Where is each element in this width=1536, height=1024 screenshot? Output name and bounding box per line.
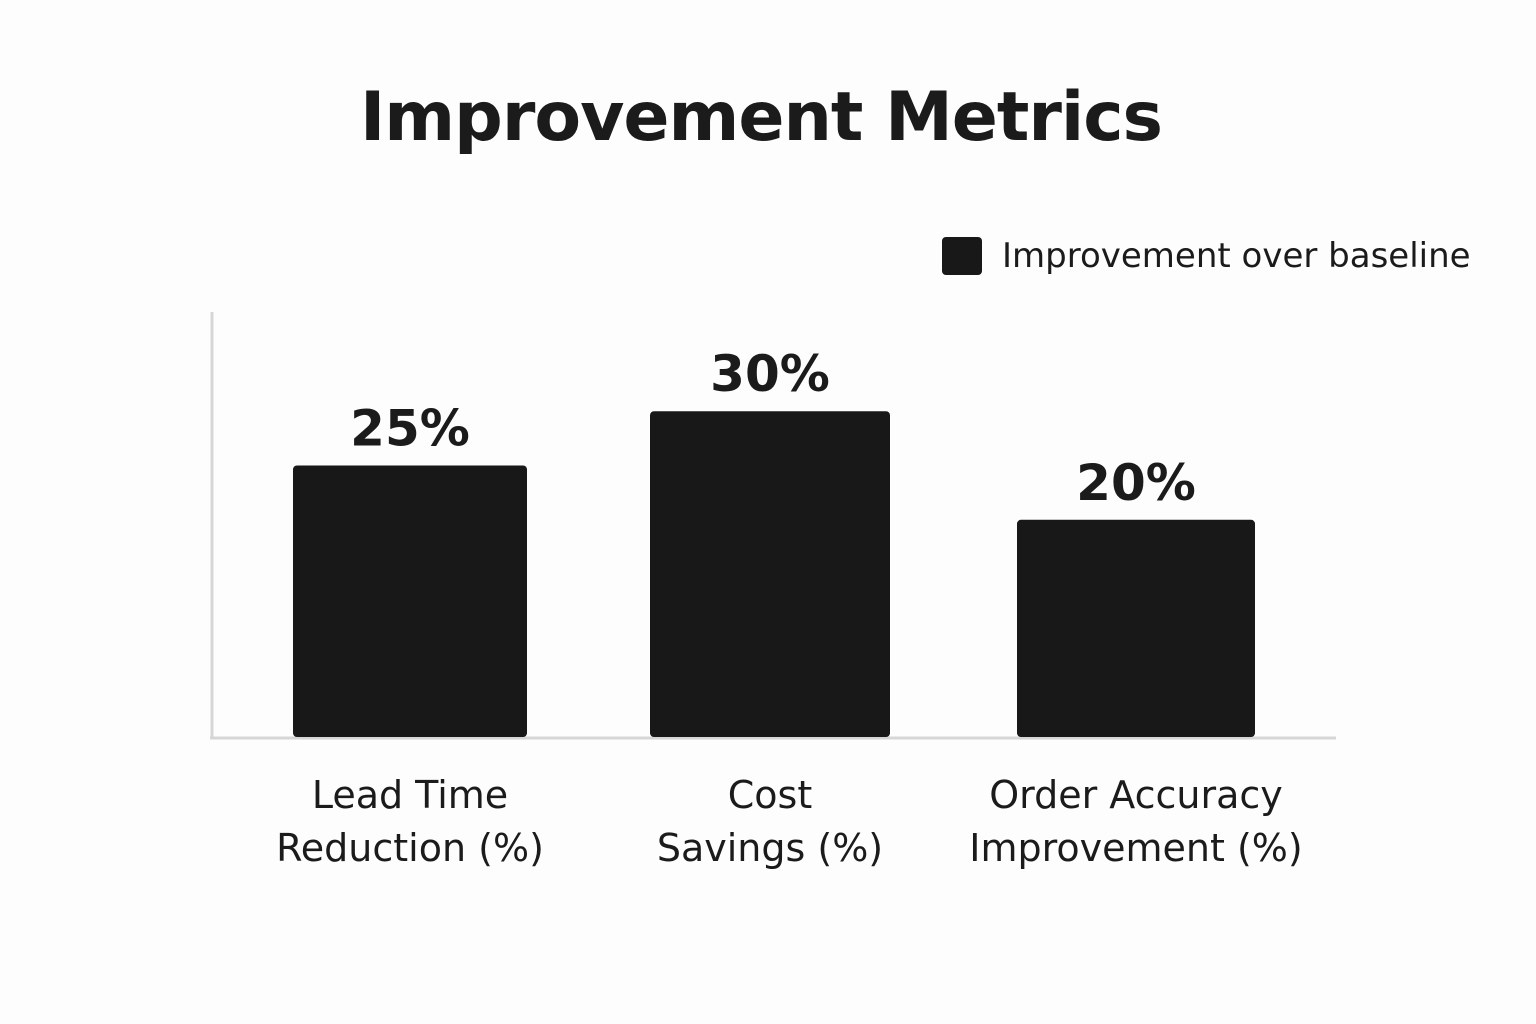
legend: Improvement over baseline bbox=[942, 236, 1471, 276]
legend-swatch bbox=[942, 237, 982, 275]
data-label-2: 20% bbox=[1076, 454, 1196, 512]
bar-1 bbox=[650, 411, 890, 737]
category-label-2-line-1: Improvement (%) bbox=[969, 826, 1302, 870]
bar-2 bbox=[1017, 519, 1255, 737]
chart-title: Improvement Metrics bbox=[359, 78, 1163, 157]
category-label-1-line-1: Savings (%) bbox=[657, 826, 883, 870]
bars-group: 25% Lead Time Reduction (%) 30% Cost Savings … bbox=[276, 345, 1303, 870]
data-label-1: 30% bbox=[710, 345, 830, 403]
category-label-2-line-0: Order Accuracy bbox=[989, 773, 1283, 817]
category-label-0-line-0: Lead Time bbox=[312, 773, 508, 817]
category-label-0-line-1: Reduction (%) bbox=[276, 826, 544, 870]
data-label-0: 25% bbox=[350, 400, 470, 458]
category-label-1-line-0: Cost bbox=[728, 773, 812, 817]
legend-label: Improvement over baseline bbox=[1002, 236, 1471, 276]
bar-0 bbox=[293, 465, 527, 737]
